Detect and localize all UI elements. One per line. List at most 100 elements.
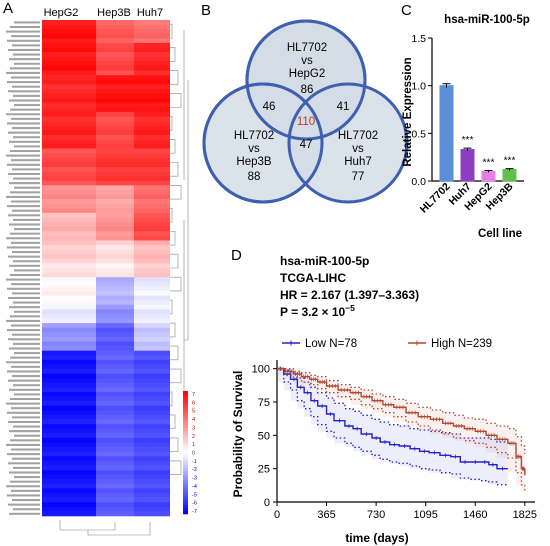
heatmap-cell (96, 24, 134, 30)
heatmap-cell (96, 369, 134, 374)
heatmap-cell (42, 286, 96, 292)
heatmap-cell (96, 194, 134, 200)
heatmap-cell (134, 125, 170, 131)
heatmap-cell (42, 240, 96, 246)
heatmap-row-label (6, 30, 40, 33)
heatmap-cell (42, 479, 96, 485)
heatmap-cell (42, 346, 96, 351)
heatmap-cell (134, 47, 170, 53)
heatmap-cell (42, 451, 96, 457)
heatmap-row-label (7, 163, 40, 166)
heatmap-row-label (14, 476, 40, 479)
heatmap-cell (134, 162, 170, 168)
heatmap-row-label (10, 397, 40, 401)
heatmap: HepG2 Hep3B Huh7 7 6 5 4 3 2 1 0 -1 -2 -3 -4 -5 -6 -7 (6, 7, 197, 536)
heatmap-cell (134, 437, 170, 443)
heatmap-cell (42, 52, 96, 58)
heatmap-cell (42, 382, 96, 388)
heatmap-cell (42, 116, 96, 122)
heatmap-row-label (6, 71, 40, 74)
heatmap-row-label (14, 310, 40, 313)
venn-hepg2-line1: HL7702 (287, 42, 327, 54)
heatmap-cell (42, 437, 96, 443)
heatmap-cell (42, 208, 96, 214)
heatmap-cell (42, 465, 96, 471)
heatmap-cell (134, 130, 170, 136)
survival-dataset: TCGA-LIHC (280, 271, 346, 285)
heatmap-cell (42, 350, 96, 356)
heatmap-cell (96, 88, 134, 94)
bar-significance-label: *** (462, 135, 474, 146)
heatmap-cell (96, 208, 134, 214)
colorbar-tick-label: 2 (192, 434, 195, 440)
heatmap-cell (42, 75, 96, 81)
heatmap-cell (42, 134, 96, 140)
heatmap-cell (42, 258, 96, 264)
heatmap-cell (96, 304, 134, 310)
heatmap-row-label (7, 453, 40, 456)
heatmap-row-label (8, 296, 40, 299)
heatmap-row-label (11, 159, 40, 162)
heatmap-cell (134, 217, 170, 223)
heatmap-cell (134, 286, 170, 292)
heatmap-row-label (14, 269, 40, 272)
colorbar-segment (183, 507, 188, 512)
heatmap-cell (134, 24, 170, 30)
colorbar-segment (183, 464, 188, 469)
heatmap-cell (42, 281, 96, 287)
heatmap-row-label (6, 278, 40, 281)
heatmap-cell (42, 470, 96, 475)
heatmap-cell (134, 144, 170, 149)
colorbar-tick-label: 1 (192, 442, 195, 448)
heatmap-row-label (12, 333, 40, 336)
heatmap-cell (134, 176, 170, 182)
colorbar-tick-label: 5 (192, 409, 195, 415)
heatmap-row-label (11, 365, 40, 368)
colorbar-segment (183, 427, 188, 432)
heatmap-row-label (8, 172, 40, 175)
heatmap-cell (96, 56, 134, 62)
heatmap-cell (96, 364, 134, 370)
colorbar-segment (183, 449, 188, 453)
heatmap-cell (96, 437, 134, 443)
heatmap-cell (42, 176, 96, 182)
heatmap-cell (96, 277, 134, 283)
heatmap-row-label (9, 306, 40, 309)
heatmap-cell (96, 185, 134, 191)
heatmap-cell (134, 254, 170, 260)
heatmap-row-label (8, 420, 40, 423)
heatmap-cell (134, 203, 170, 209)
heatmap-row-label (7, 81, 40, 84)
heatmap-row-label (9, 223, 40, 226)
heatmap-cell (96, 130, 134, 136)
heatmap-cell (134, 52, 170, 58)
survival-p-value: P = 3.2 × 10−5 (280, 303, 355, 319)
heatmap-cell (96, 268, 134, 273)
heatmap-cell (134, 447, 170, 453)
heatmap-cell (42, 442, 96, 448)
colorbar-tick-label: -2 (192, 467, 197, 473)
heatmap-row-label (12, 292, 40, 295)
colorbar-segment (183, 403, 188, 407)
heatmap-cell (134, 479, 170, 485)
survival-x-tick-label: 1095 (413, 509, 437, 521)
heatmap-row-label (12, 457, 40, 460)
heatmap-row-label (7, 205, 40, 208)
heatmap-cell (96, 327, 134, 333)
heatmap-cell (134, 148, 170, 154)
heatmap-cell (134, 313, 170, 319)
heatmap-cell (42, 148, 96, 154)
heatmap-cell (134, 79, 170, 85)
heatmap-cell (42, 355, 96, 361)
bar-significance-label: *** (504, 156, 516, 167)
heatmap-row-label (10, 439, 40, 442)
bar-error-bar (442, 83, 451, 88)
heatmap-row-label (14, 393, 40, 396)
survival-chart-xlabel: time (days) (345, 531, 408, 545)
survival-chart-ylabel: Probability of Survival (231, 371, 245, 498)
heatmap-cell (134, 424, 170, 430)
heatmap-cell (134, 392, 170, 397)
heatmap-cell (42, 254, 96, 260)
heatmap-row-label (7, 39, 40, 42)
heatmap-cell (134, 153, 170, 159)
